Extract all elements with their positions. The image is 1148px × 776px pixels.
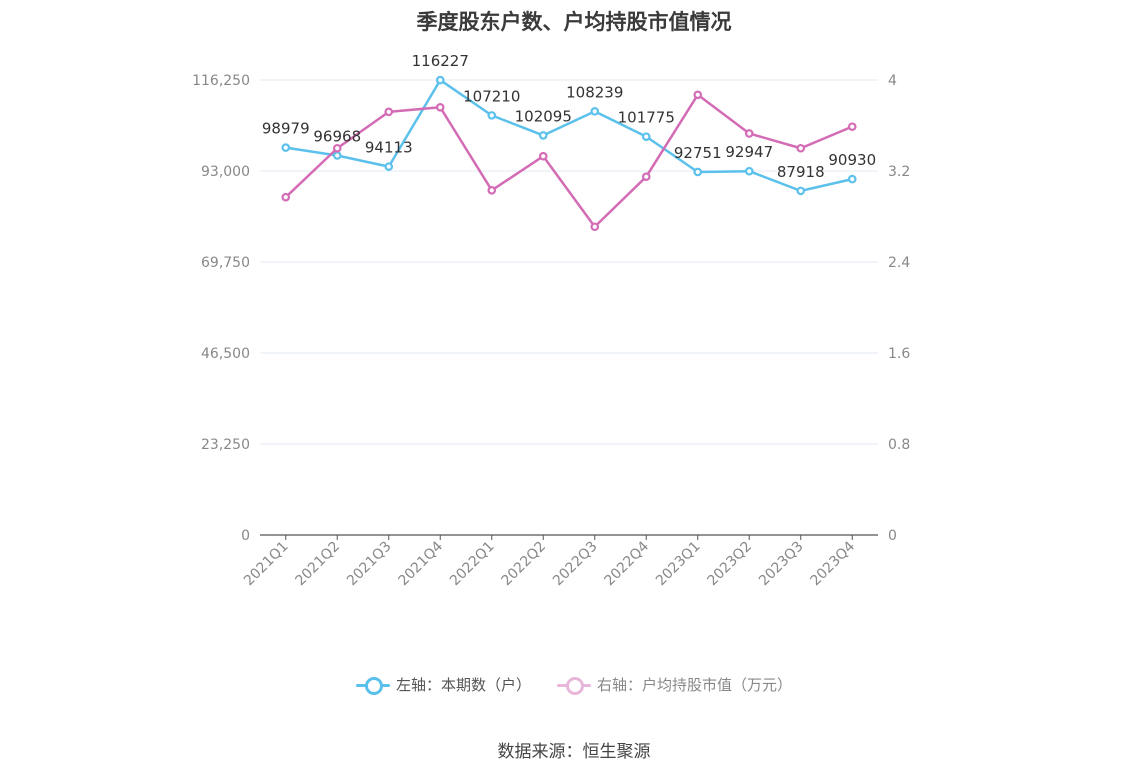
x-tick-label: 2021Q4	[395, 538, 446, 589]
data-point	[744, 166, 754, 176]
data-point	[332, 151, 342, 160]
right-tick-label: 0.8	[888, 437, 910, 453]
right-tick-label: 1.6	[888, 346, 910, 362]
x-tick-label: 2022Q3	[550, 539, 601, 590]
left-tick-label: 116,250	[192, 73, 250, 89]
data-point	[487, 111, 497, 120]
data-label: 107210	[463, 87, 520, 105]
data-label: 92947	[725, 143, 773, 161]
left-tick-label: 46,500	[201, 346, 250, 362]
x-tick-label: 2021Q1	[241, 539, 292, 590]
data-point	[384, 162, 394, 171]
data-label: 108239	[566, 83, 623, 101]
left-tick-label: 69,750	[201, 255, 250, 271]
line-chart: 0 0 23,250 0.8 46,500 1.6 69,750 2.4 93,000 3.2 11…	[192, 52, 910, 590]
x-tick-label: 2022Q1	[447, 539, 498, 590]
x-tick-label: 2021Q2	[292, 539, 343, 590]
data-point	[590, 222, 600, 232]
data-point	[693, 90, 703, 100]
data-label: 92751	[674, 144, 722, 162]
x-tick-label: 2022Q4	[601, 538, 652, 589]
data-point	[744, 129, 754, 138]
series-line-right	[284, 93, 853, 228]
legend-item-right-axis[interactable]: 右轴：户均持股市值（万元）	[557, 674, 792, 695]
data-label: 116227	[412, 52, 469, 70]
data-point	[641, 132, 651, 141]
data-point	[538, 151, 548, 161]
right-tick-label: 2.4	[888, 255, 910, 271]
data-point	[641, 172, 651, 181]
data-label: 98979	[262, 120, 310, 138]
data-point	[487, 186, 497, 195]
data-point	[332, 143, 342, 153]
data-label: 102095	[515, 107, 572, 125]
left-tick-label: 93,000	[201, 164, 250, 180]
legend-label: 左轴：本期数（户）	[395, 676, 531, 694]
data-source: 数据来源：恒生聚源	[497, 742, 651, 762]
x-tick-label: 2022Q2	[498, 539, 549, 590]
legend-swatch-icon	[557, 675, 591, 695]
data-label: 87918	[777, 163, 825, 181]
x-tick-label: 2023Q4	[807, 538, 858, 589]
data-point	[796, 186, 806, 196]
data-point	[281, 143, 291, 152]
data-label: 94113	[365, 139, 413, 157]
data-point	[384, 107, 394, 117]
data-point	[590, 107, 600, 116]
data-label: 101775	[618, 109, 675, 127]
x-tick-label: 2021Q3	[344, 539, 395, 590]
right-tick-label: 4	[888, 73, 897, 89]
legend-item-left-axis[interactable]: 左轴：本期数（户）	[355, 674, 531, 695]
left-tick-label: 23,250	[201, 437, 250, 453]
x-tick-label: 2023Q2	[704, 539, 755, 590]
data-label: 90930	[828, 151, 876, 169]
series-line-left	[285, 78, 853, 193]
x-tick-label: 2023Q3	[756, 539, 807, 590]
data-point	[538, 131, 548, 140]
data-point	[281, 192, 291, 202]
chart-title: 季度股东户数、户均持股市值情况	[416, 10, 732, 34]
data-point	[435, 103, 445, 112]
right-tick-label: 3.2	[888, 164, 910, 180]
left-tick-label: 0	[241, 528, 250, 544]
series	[281, 75, 857, 232]
data-point	[847, 122, 857, 131]
legend-swatch-icon	[355, 675, 390, 695]
data-label: 96968	[313, 127, 361, 145]
data-point	[796, 143, 806, 153]
grid-lines	[260, 79, 878, 445]
legend-label: 右轴：户均持股市值（万元）	[597, 676, 793, 694]
x-tick-label: 2023Q1	[653, 539, 704, 590]
data-point	[435, 75, 445, 85]
data-point	[847, 174, 857, 184]
right-tick-label: 0	[888, 528, 897, 544]
legend: 左轴：本期数（户） 右轴：户均持股市值（万元）	[0, 674, 1148, 695]
data-point	[693, 167, 703, 177]
